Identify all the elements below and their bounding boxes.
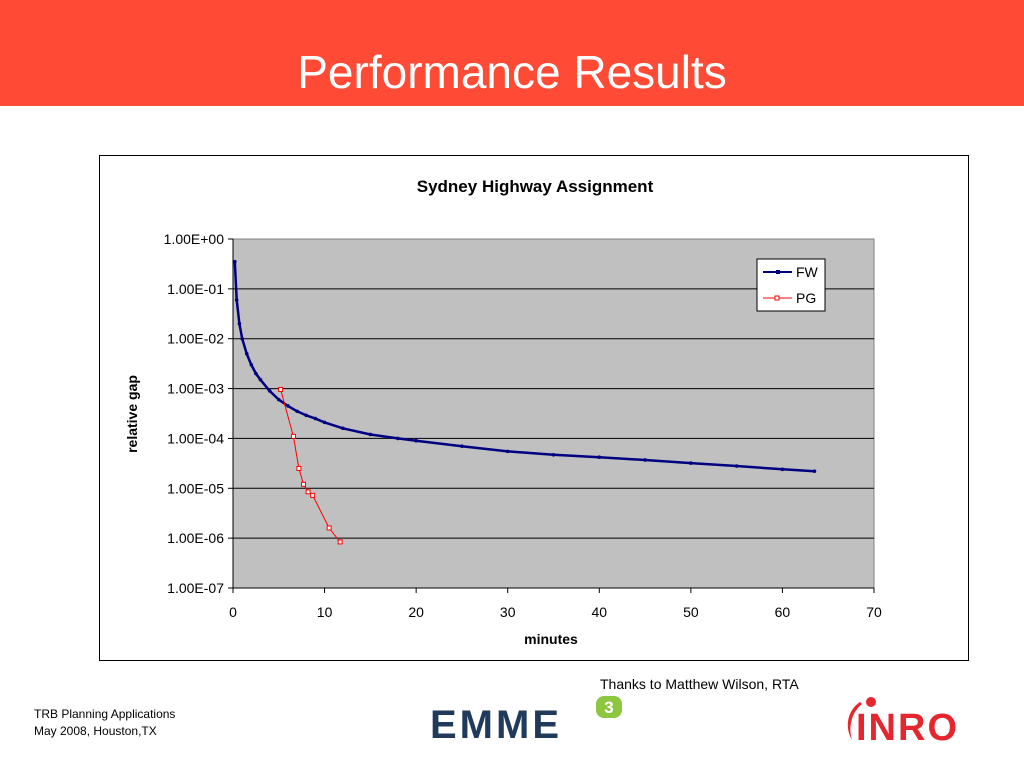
x-tick-label: 50 [683,604,699,620]
legend-fw-label: FW [796,264,819,280]
data-point-fw [341,426,345,431]
data-point-pg [278,386,284,392]
legend-pg-marker [774,295,780,301]
data-point-fw [780,467,785,472]
data-point-fw [237,321,242,326]
data-point-fw [734,464,739,468]
data-point-fw [322,420,327,425]
data-point-fw [254,371,258,376]
data-point-pg [326,525,332,531]
legend-box [756,258,826,312]
chart-title: Sydney Highway Assignment [417,177,654,196]
x-tick-label: 60 [775,604,791,620]
data-point-fw [244,351,249,356]
data-point-fw [643,458,647,462]
emme-logo-text: EMME [430,703,562,744]
data-point-fw [295,409,299,414]
footer-conference: TRB Planning Applications [34,707,176,721]
header-band [0,0,1024,106]
y-tick-label: 1.00E-05 [167,480,224,496]
y-tick-labels: 1.00E+00 1.00E-01 1.00E-02 1.00E-03 1.00E-04… [164,231,225,596]
data-point-fw [234,298,239,302]
data-point-fw [368,432,373,437]
data-point-pg [296,465,302,471]
y-tick-label: 1.00E-03 [167,381,224,397]
data-point-fw [304,413,309,418]
data-point-fw [286,404,290,408]
inro-logo-text: INRO [856,707,959,746]
data-point-fw [551,452,556,457]
footer-date-location: May 2008, Houston,TX [34,724,157,738]
legend-fw-marker [776,270,780,274]
data-point-fw [597,455,602,460]
y-tick-label: 1.00E-01 [167,281,224,297]
data-point-fw [460,444,464,448]
y-tick-label: 1.00E-06 [167,530,224,546]
y-tick-label: 1.00E-02 [167,331,224,347]
series-layer [233,259,817,545]
y-tick-label: 1.00E+00 [164,231,225,247]
data-point-fw [233,259,237,264]
data-point-fw [689,461,693,465]
slide-title: Performance Results [297,46,727,98]
acknowledgement: Thanks to Matthew Wilson, RTA [600,676,799,692]
data-point-fw [258,377,263,382]
axes [228,238,875,593]
x-tick-labels: 0 10 20 30 40 50 60 70 [229,604,882,620]
emme-badge-number: 3 [604,698,613,717]
x-tick-label: 0 [229,604,237,620]
series-line-pg [280,389,341,543]
emme-logo: EMME 3 [430,696,622,744]
chart: Sydney Highway Assignment 1.00E+00 1.00E-… [124,177,882,647]
inro-dot-icon [866,697,876,707]
data-point-fw [396,436,400,441]
x-tick-label: 30 [500,604,516,620]
x-tick-label: 40 [591,604,607,620]
x-tick-label: 10 [317,604,333,620]
data-point-fw [249,362,254,367]
data-point-pg [290,433,296,439]
y-axis-label: relative gap [124,375,140,453]
data-point-pg [305,489,311,495]
data-point-fw [505,449,510,454]
emme-badge [596,696,622,718]
data-point-fw [276,397,281,402]
data-point-fw [313,416,318,421]
inro-swoosh-icon [847,702,862,740]
data-point-fw [414,438,418,443]
legend-pg-label: PG [796,290,816,306]
data-point-fw [240,336,244,341]
inro-logo: INRO [847,697,959,746]
y-tick-label: 1.00E-07 [167,580,224,596]
data-point-fw [267,389,272,393]
data-point-pg [310,492,316,498]
data-point-pg [301,481,307,487]
x-tick-label: 70 [866,604,882,620]
legend: FW PG [756,258,826,312]
data-point-fw [812,469,817,474]
data-point-pg [337,539,343,545]
x-tick-label: 20 [408,604,424,620]
y-tick-label: 1.00E-04 [167,430,224,446]
x-axis-label: minutes [524,631,578,647]
series-line-fw [233,261,815,473]
